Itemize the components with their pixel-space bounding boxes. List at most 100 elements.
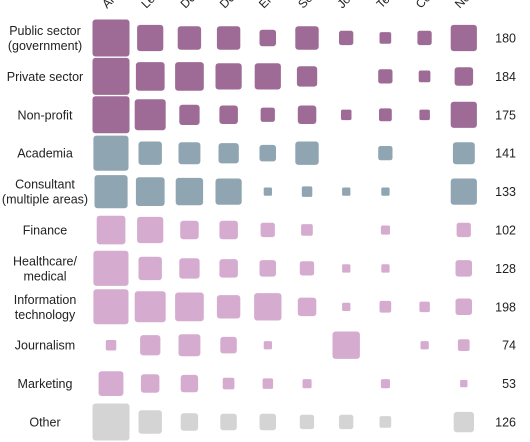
matrix-square xyxy=(301,224,313,236)
matrix-square xyxy=(92,19,130,57)
matrix-square xyxy=(179,258,200,279)
matrix-square xyxy=(177,26,202,50)
matrix-square xyxy=(180,220,199,240)
matrix-square xyxy=(450,24,477,52)
matrix-square xyxy=(339,30,354,46)
matrix-square xyxy=(301,186,313,197)
matrix-square xyxy=(297,105,317,124)
matrix-row: Finance 102 xyxy=(23,215,516,245)
matrix-square xyxy=(299,414,315,430)
matrix-square xyxy=(263,187,272,196)
column-label: Co xyxy=(413,0,434,11)
column-label: En xyxy=(256,0,276,11)
matrix-row: Other 126 xyxy=(29,403,516,441)
matrix-square xyxy=(454,67,474,86)
matrix-square xyxy=(342,264,351,273)
matrix-square xyxy=(295,26,319,50)
matrix-square xyxy=(379,32,392,44)
matrix-square xyxy=(175,177,204,206)
matrix-square xyxy=(175,292,204,322)
matrix-square xyxy=(98,371,124,396)
matrix-square xyxy=(254,293,282,321)
matrix-square xyxy=(417,30,432,46)
row-total: 74 xyxy=(502,339,516,353)
matrix-square xyxy=(254,63,281,90)
matrix-square xyxy=(220,413,237,431)
matrix-square xyxy=(138,256,162,281)
row-label: Information xyxy=(14,293,77,307)
row-total: 198 xyxy=(495,300,516,314)
matrix-square xyxy=(379,108,392,122)
matrix-square xyxy=(450,178,477,205)
matrix-square xyxy=(92,403,130,441)
matrix-square xyxy=(140,374,160,393)
row-total: 184 xyxy=(495,70,516,84)
matrix-square xyxy=(138,410,162,434)
matrix-square xyxy=(259,29,276,47)
matrix-square xyxy=(179,104,200,125)
matrix-square xyxy=(379,416,392,428)
matrix-square xyxy=(259,144,276,162)
matrix-square xyxy=(263,341,272,350)
matrix-square xyxy=(260,222,275,238)
column-label: No xyxy=(452,0,473,11)
column-labels: An Le De De En Sc Jo Te Co No xyxy=(99,0,473,11)
matrix-square xyxy=(299,261,315,276)
matrix-square xyxy=(140,335,161,356)
matrix-square xyxy=(457,339,470,351)
row-label: Academia xyxy=(17,147,73,161)
matrix-square xyxy=(380,379,390,389)
matrix-square xyxy=(180,413,199,431)
matrix-square xyxy=(379,300,392,313)
matrix-square xyxy=(215,178,242,205)
row-total: 180 xyxy=(495,32,516,46)
matrix-square xyxy=(218,143,239,164)
matrix-square xyxy=(332,331,360,359)
column-label: De xyxy=(178,0,199,11)
matrix-square xyxy=(134,291,166,323)
matrix-square xyxy=(259,260,276,277)
matrix-square xyxy=(215,63,242,90)
column-label: Te xyxy=(374,0,393,11)
matrix-square xyxy=(134,99,166,131)
row-total: 133 xyxy=(495,185,516,199)
matrix-square xyxy=(137,24,164,52)
matrix-square xyxy=(296,66,318,87)
matrix-square xyxy=(455,298,472,315)
row-label: Marketing xyxy=(18,377,73,391)
column-label: Sc xyxy=(295,0,315,11)
matrix-rows: Public sector(government) 180 Private sect… xyxy=(2,19,516,441)
matrix-square xyxy=(381,187,390,196)
matrix-square xyxy=(93,250,129,286)
matrix-square xyxy=(342,187,351,196)
matrix-square xyxy=(219,105,238,124)
row-label: Private sector xyxy=(7,70,83,84)
matrix-square xyxy=(219,259,238,278)
row-label: (multiple areas) xyxy=(2,193,88,207)
matrix-square xyxy=(92,57,130,95)
matrix-square xyxy=(460,379,468,388)
row-label: Journalism xyxy=(15,339,75,353)
matrix-square xyxy=(295,141,319,165)
matrix-square xyxy=(175,62,204,91)
matrix-square xyxy=(378,146,393,161)
matrix-square xyxy=(262,378,274,389)
matrix-square xyxy=(93,135,129,171)
matrix-square xyxy=(453,411,474,433)
matrix-square xyxy=(137,216,164,244)
matrix-square xyxy=(219,220,238,240)
matrix-square xyxy=(456,222,471,238)
matrix-square xyxy=(260,107,275,122)
row-total: 126 xyxy=(495,416,516,430)
row-label: Public sector xyxy=(9,24,81,38)
matrix-square xyxy=(180,374,199,393)
matrix-square xyxy=(96,215,126,245)
column-label: An xyxy=(99,0,119,11)
matrix-row: Public sector(government) 180 xyxy=(8,19,516,57)
matrix-square xyxy=(450,101,477,128)
matrix-row: Healthcare/medical 128 xyxy=(13,250,516,286)
row-label: Other xyxy=(29,416,60,430)
matrix-square xyxy=(418,70,431,83)
